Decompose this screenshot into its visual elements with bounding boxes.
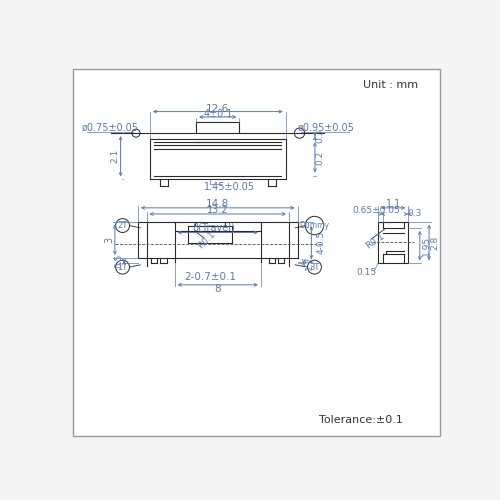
Text: ø0.95±0.05: ø0.95±0.05 <box>298 123 354 133</box>
Text: 1.2: 1.2 <box>306 256 314 270</box>
Text: Tolerance:±0.1: Tolerance:±0.1 <box>318 416 402 426</box>
Text: 1T: 1T <box>118 262 128 272</box>
Text: R0.1: R0.1 <box>196 230 218 250</box>
Text: 8: 8 <box>214 284 221 294</box>
Text: Unit : mm: Unit : mm <box>363 80 418 90</box>
Text: 2T: 2T <box>118 221 128 230</box>
Text: 0.65±0.05: 0.65±0.05 <box>352 206 401 214</box>
Text: 0.2: 0.2 <box>316 150 325 164</box>
Text: Dummy: Dummy <box>300 221 330 230</box>
Text: 1.95: 1.95 <box>422 236 430 256</box>
Text: 0.15: 0.15 <box>356 268 376 277</box>
Text: 3: 3 <box>104 236 115 243</box>
Text: 2.1: 2.1 <box>110 149 120 164</box>
Text: 8(Travel): 8(Travel) <box>192 223 236 233</box>
Text: 0.5: 0.5 <box>114 254 123 268</box>
Text: 0.3: 0.3 <box>408 210 422 218</box>
Text: 3T: 3T <box>310 262 320 272</box>
Text: 4-0.5: 4-0.5 <box>316 230 325 254</box>
Text: 2-0.7±0.1: 2-0.7±0.1 <box>184 272 236 282</box>
Text: 12.6: 12.6 <box>206 104 230 114</box>
Text: 1.45±0.05: 1.45±0.05 <box>204 182 255 192</box>
Text: 1.1: 1.1 <box>386 199 401 209</box>
Text: ø0.75±0.05: ø0.75±0.05 <box>82 123 138 133</box>
Text: 13.2: 13.2 <box>207 205 229 215</box>
Text: 4±0.1: 4±0.1 <box>203 109 232 119</box>
Text: 14.8: 14.8 <box>206 199 230 209</box>
Text: 2.8: 2.8 <box>430 236 440 250</box>
Text: R0.1: R0.1 <box>364 232 386 250</box>
Text: 0.3: 0.3 <box>316 129 325 144</box>
